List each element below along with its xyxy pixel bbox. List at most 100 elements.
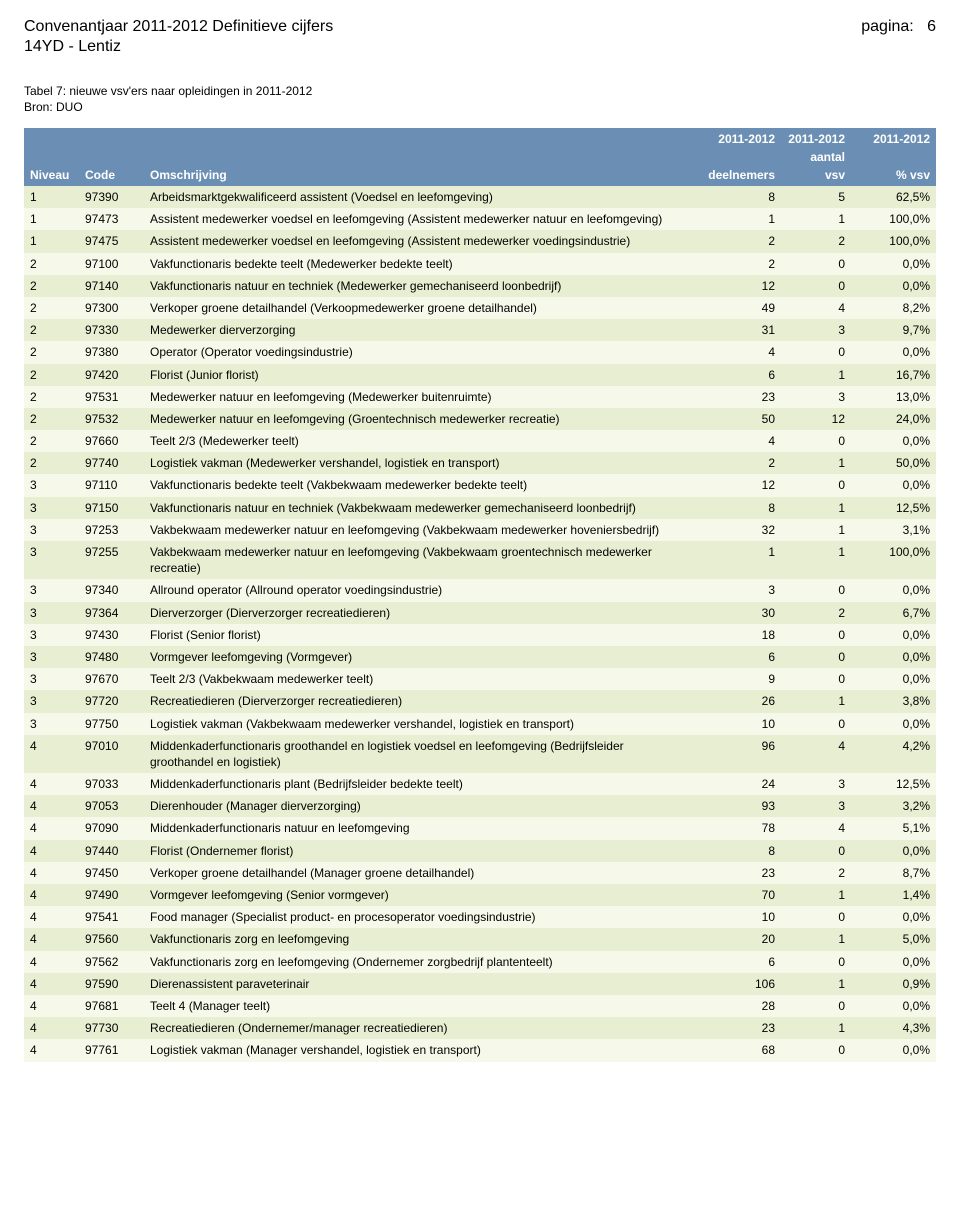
cell-deelnemers: 23 [686, 862, 781, 884]
col-pct: % vsv [851, 164, 936, 186]
cell-vsv: 1 [781, 208, 851, 230]
table-row: 497440Florist (Ondernemer florist)800,0% [24, 840, 936, 862]
cell-code: 97420 [79, 364, 144, 386]
cell-desc: Verkoper groene detailhandel (Verkoopmed… [144, 297, 686, 319]
cell-pct: 24,0% [851, 408, 936, 430]
table-row: 397480Vormgever leefomgeving (Vormgever)… [24, 646, 936, 668]
table-row: 297660Teelt 2/3 (Medewerker teelt)400,0% [24, 430, 936, 452]
col-niveau: Niveau [24, 164, 79, 186]
cell-desc: Verkoper groene detailhandel (Manager gr… [144, 862, 686, 884]
page-header: Convenantjaar 2011-2012 Definitieve cijf… [24, 18, 936, 36]
table-row: 397340Allround operator (Allround operat… [24, 579, 936, 601]
cell-pct: 16,7% [851, 364, 936, 386]
cell-code: 97140 [79, 275, 144, 297]
cell-niveau: 4 [24, 973, 79, 995]
cell-vsv: 0 [781, 1039, 851, 1061]
cell-desc: Logistiek vakman (Vakbekwaam medewerker … [144, 713, 686, 735]
cell-pct: 0,0% [851, 341, 936, 363]
cell-pct: 9,7% [851, 319, 936, 341]
cell-niveau: 4 [24, 1039, 79, 1061]
cell-pct: 62,5% [851, 186, 936, 208]
table-row: 497590Dierenassistent paraveterinair1061… [24, 973, 936, 995]
cell-code: 97720 [79, 690, 144, 712]
cell-niveau: 3 [24, 541, 79, 579]
cell-desc: Food manager (Specialist product- en pro… [144, 906, 686, 928]
cell-code: 97330 [79, 319, 144, 341]
cell-desc: Vakfunctionaris zorg en leefomgeving (On… [144, 951, 686, 973]
cell-deelnemers: 4 [686, 341, 781, 363]
col-deelnemers: deelnemers [686, 164, 781, 186]
table-row: 297531Medewerker natuur en leefomgeving … [24, 386, 936, 408]
cell-pct: 3,1% [851, 519, 936, 541]
table-row: 297420Florist (Junior florist)6116,7% [24, 364, 936, 386]
cell-pct: 13,0% [851, 386, 936, 408]
col-vsv: vsv [781, 164, 851, 186]
cell-code: 97255 [79, 541, 144, 579]
cell-niveau: 4 [24, 884, 79, 906]
cell-code: 97300 [79, 297, 144, 319]
cell-niveau: 4 [24, 951, 79, 973]
cell-vsv: 2 [781, 862, 851, 884]
table-row: 397364Dierverzorger (Dierverzorger recre… [24, 602, 936, 624]
cell-niveau: 2 [24, 408, 79, 430]
cell-pct: 5,0% [851, 928, 936, 950]
cell-niveau: 2 [24, 297, 79, 319]
cell-vsv: 4 [781, 735, 851, 773]
cell-code: 97475 [79, 230, 144, 252]
cell-deelnemers: 78 [686, 817, 781, 839]
cell-code: 97660 [79, 430, 144, 452]
cell-desc: Middenkaderfunctionaris natuur en leefom… [144, 817, 686, 839]
cell-code: 97761 [79, 1039, 144, 1061]
cell-code: 97090 [79, 817, 144, 839]
cell-vsv: 1 [781, 884, 851, 906]
cell-code: 97681 [79, 995, 144, 1017]
cell-deelnemers: 32 [686, 519, 781, 541]
cell-deelnemers: 3 [686, 579, 781, 601]
cell-code: 97390 [79, 186, 144, 208]
cell-deelnemers: 2 [686, 253, 781, 275]
table-row: 297380Operator (Operator voedingsindustr… [24, 341, 936, 363]
cell-vsv: 3 [781, 773, 851, 795]
cell-code: 97531 [79, 386, 144, 408]
cell-vsv: 3 [781, 795, 851, 817]
table-source: Bron: DUO [24, 100, 936, 114]
cell-deelnemers: 49 [686, 297, 781, 319]
cell-niveau: 4 [24, 817, 79, 839]
page-subtitle: 14YD - Lentiz [24, 38, 936, 56]
cell-deelnemers: 8 [686, 840, 781, 862]
cell-deelnemers: 2 [686, 230, 781, 252]
cell-vsv: 0 [781, 341, 851, 363]
cell-code: 97740 [79, 452, 144, 474]
cell-vsv: 0 [781, 430, 851, 452]
cell-pct: 0,9% [851, 973, 936, 995]
cell-vsv: 1 [781, 973, 851, 995]
cell-deelnemers: 68 [686, 1039, 781, 1061]
cell-niveau: 2 [24, 253, 79, 275]
cell-code: 97473 [79, 208, 144, 230]
cell-code: 97750 [79, 713, 144, 735]
cell-niveau: 3 [24, 474, 79, 496]
cell-code: 97541 [79, 906, 144, 928]
cell-vsv: 1 [781, 1017, 851, 1039]
cell-code: 97730 [79, 1017, 144, 1039]
cell-pct: 12,5% [851, 497, 936, 519]
cell-vsv: 0 [781, 906, 851, 928]
cell-deelnemers: 50 [686, 408, 781, 430]
cell-vsv: 0 [781, 275, 851, 297]
cell-code: 97490 [79, 884, 144, 906]
cell-desc: Teelt 4 (Manager teelt) [144, 995, 686, 1017]
table-row: 497761Logistiek vakman (Manager vershand… [24, 1039, 936, 1061]
cell-deelnemers: 96 [686, 735, 781, 773]
cell-desc: Medewerker natuur en leefomgeving (Medew… [144, 386, 686, 408]
table-body: 197390Arbeidsmarktgekwalificeerd assiste… [24, 186, 936, 1062]
cell-vsv: 1 [781, 690, 851, 712]
cell-pct: 0,0% [851, 624, 936, 646]
cell-desc: Assistent medewerker voedsel en leefomge… [144, 208, 686, 230]
cell-desc: Logistiek vakman (Medewerker vershandel,… [144, 452, 686, 474]
cell-vsv: 12 [781, 408, 851, 430]
table-row: 497053Dierenhouder (Manager dierverzorgi… [24, 795, 936, 817]
table-head: 2011-2012 2011-2012 2011-2012 aantal Niv… [24, 128, 936, 186]
cell-deelnemers: 6 [686, 951, 781, 973]
table-row: 497562Vakfunctionaris zorg en leefomgevi… [24, 951, 936, 973]
cell-desc: Assistent medewerker voedsel en leefomge… [144, 230, 686, 252]
